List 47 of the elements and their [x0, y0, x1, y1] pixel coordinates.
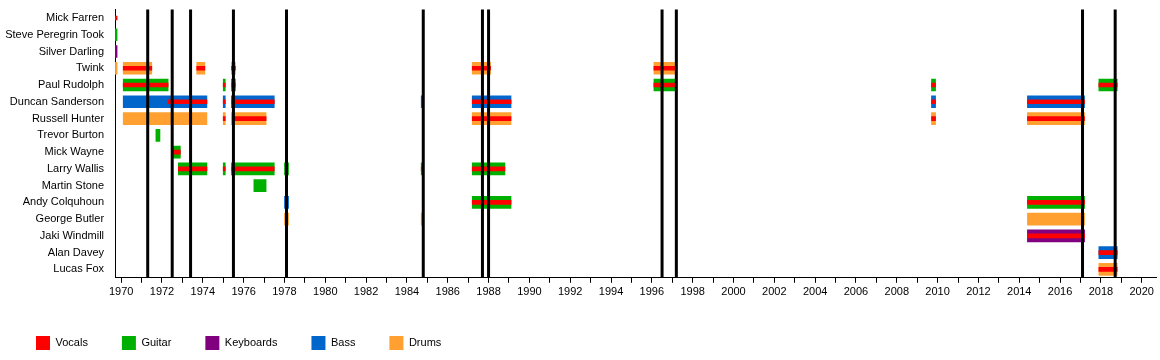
x-tick-label: 1976: [231, 285, 256, 298]
y-tick-label: Lucas Fox: [53, 262, 105, 275]
y-tick-label: Trevor Burton: [37, 128, 105, 141]
x-tick-label: 1978: [272, 285, 297, 298]
x-tick-label: 1984: [394, 285, 420, 298]
x-tick-label: 1994: [598, 285, 624, 298]
x-tick-label: 1996: [639, 285, 665, 298]
y-tick-label: Andy Colquhoun: [22, 195, 105, 208]
x-tick-label: 1992: [557, 285, 583, 298]
y-tick-label: George Butler: [35, 212, 105, 225]
x-tick-label: 2002: [762, 285, 787, 298]
x-tick-label: 2004: [802, 285, 828, 298]
x-tick-label: 2020: [1129, 285, 1154, 298]
y-tick-label: Larry Wallis: [47, 161, 105, 174]
legend-label: Keyboards: [224, 336, 278, 349]
x-tick-label: 1990: [517, 285, 542, 298]
x-tick-label: 2010: [925, 285, 950, 298]
legend-label: Drums: [408, 336, 442, 349]
x-tick-label: 1998: [680, 285, 705, 298]
y-tick-label: Mick Wayne: [44, 145, 105, 158]
y-tick-label: Alan Davey: [47, 245, 105, 258]
x-tick-label: 2000: [721, 285, 746, 298]
x-tick-label: 2006: [843, 285, 869, 298]
y-tick-label: Paul Rudolph: [37, 78, 105, 91]
y-tick-label: Russell Hunter: [31, 111, 105, 124]
y-tick-label: Mick Farren: [45, 11, 105, 24]
y-tick-label: Steve Peregrin Took: [5, 27, 105, 40]
y-tick-label: Silver Darling: [38, 44, 105, 57]
x-tick-label: 2018: [1088, 285, 1114, 298]
legend-label: Guitar: [141, 336, 172, 349]
x-tick-label: 2012: [966, 285, 991, 298]
y-tick-label: Duncan Sanderson: [9, 94, 105, 107]
x-tick-label: 1988: [476, 285, 501, 298]
legend-label: Vocals: [55, 336, 89, 349]
y-tick-label: Jaki Windmill: [39, 228, 105, 241]
legend-label: Bass: [330, 336, 356, 349]
x-tick-label: 1974: [190, 285, 216, 298]
x-tick-label: 2008: [884, 285, 910, 298]
x-tick-label: 2016: [1047, 285, 1073, 298]
y-tick-label: Twink: [75, 61, 105, 74]
y-tick-label: Martin Stone: [41, 178, 105, 191]
x-tick-label: 1982: [353, 285, 379, 298]
x-tick-label: 1972: [149, 285, 175, 298]
x-tick-label: 1980: [313, 285, 338, 298]
x-tick-label: 1970: [108, 285, 134, 298]
x-tick-label: 2014: [1007, 285, 1032, 298]
x-tick-label: 1986: [435, 285, 460, 298]
